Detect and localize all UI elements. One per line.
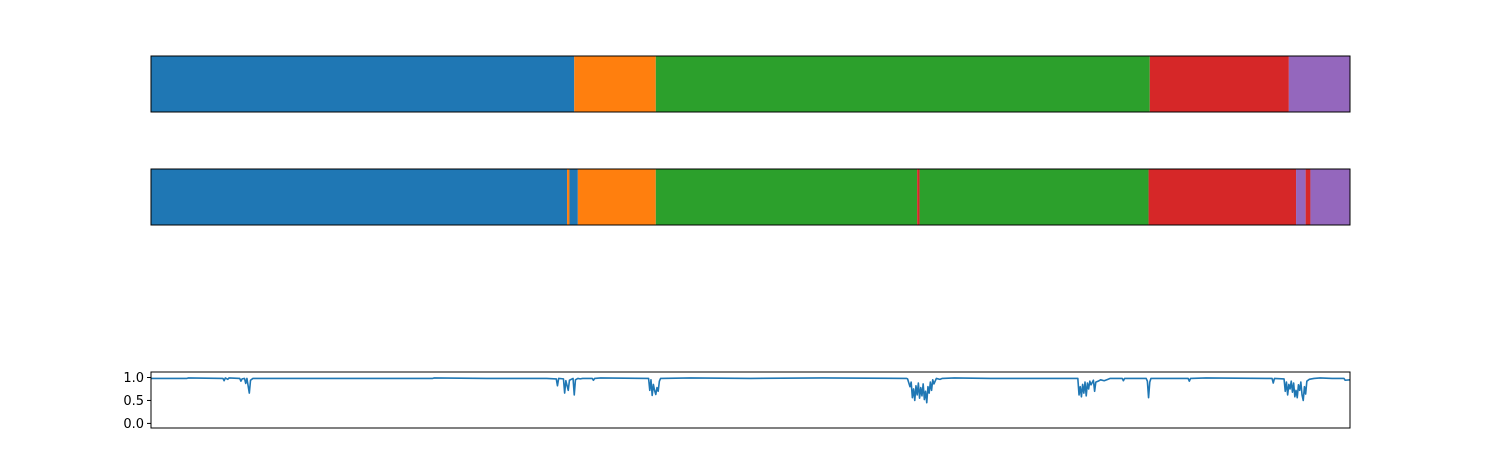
segment-2-2 xyxy=(569,169,578,225)
segment-2-6 xyxy=(919,169,1149,225)
line-plot-panel: 0.0 0.5 1.0 xyxy=(123,371,1351,432)
segment-1-2 xyxy=(655,56,1150,112)
segment-1-0 xyxy=(151,56,575,112)
segment-bar-panel-1 xyxy=(150,55,1351,113)
segment-2-7 xyxy=(1148,169,1297,225)
segment-2-5 xyxy=(917,169,920,225)
segment-1-4 xyxy=(1288,56,1350,112)
y-tick-label-2: 1.0 xyxy=(123,371,144,386)
segment-2-1 xyxy=(567,169,570,225)
y-tick-label-0: 0.0 xyxy=(123,417,144,432)
series-line-0 xyxy=(151,377,1351,404)
panel-frame-2 xyxy=(150,168,1351,226)
segment-1-3 xyxy=(1149,56,1289,112)
segment-2-3 xyxy=(577,169,656,225)
segment-1-1 xyxy=(574,56,656,112)
panel-frame-1 xyxy=(150,55,1351,113)
segment-2-0 xyxy=(151,169,568,225)
y-tick-label-1: 0.5 xyxy=(123,394,144,409)
panel-frame-3 xyxy=(150,371,1351,429)
segment-bar-panel-2 xyxy=(150,168,1351,226)
segment-2-8 xyxy=(1296,169,1306,225)
segment-2-4 xyxy=(655,169,918,225)
segment-2-9 xyxy=(1305,169,1311,225)
segment-2-10 xyxy=(1310,169,1350,225)
